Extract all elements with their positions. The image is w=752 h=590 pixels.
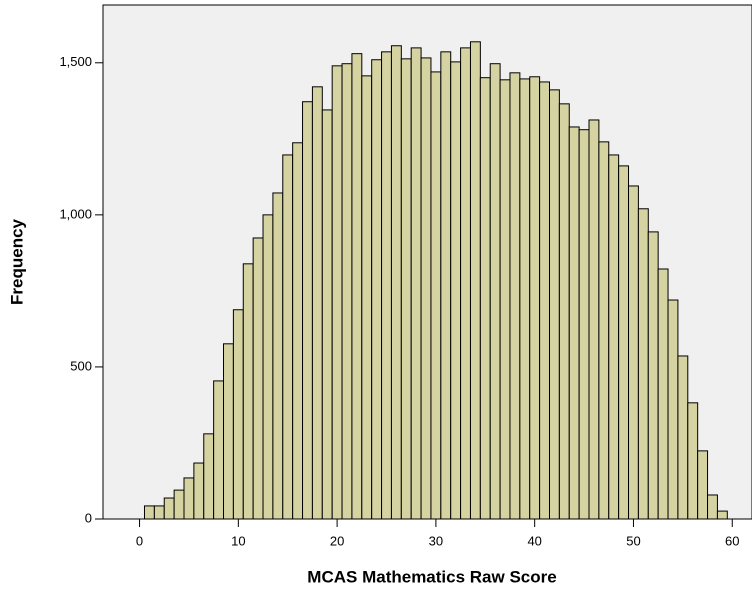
bar xyxy=(548,89,560,520)
x-tick-label: 40 xyxy=(527,533,541,548)
bar xyxy=(213,380,225,520)
bar xyxy=(598,141,610,520)
bar xyxy=(667,299,679,520)
bar xyxy=(390,45,402,520)
bar xyxy=(469,41,481,520)
bar xyxy=(687,402,699,520)
bar xyxy=(529,76,541,520)
bar xyxy=(252,237,264,520)
x-tick-label: 60 xyxy=(725,533,739,548)
bar xyxy=(716,510,728,520)
bar xyxy=(232,309,244,520)
bar xyxy=(302,101,313,520)
bar xyxy=(608,154,620,520)
bar xyxy=(331,65,343,520)
bar xyxy=(311,86,323,520)
bar xyxy=(203,433,215,520)
bar xyxy=(499,79,511,520)
y-tick-label: 500 xyxy=(70,358,92,373)
bar xyxy=(282,154,294,520)
x-tick-label: 50 xyxy=(626,533,640,548)
y-axis-title: Frequency xyxy=(7,218,26,305)
y-tick-label: 1,500 xyxy=(59,54,92,69)
bar xyxy=(193,462,205,520)
bar xyxy=(262,214,274,520)
bar xyxy=(440,51,452,520)
x-tick-label: 30 xyxy=(429,533,443,548)
bar xyxy=(430,71,442,520)
bar xyxy=(321,109,333,520)
bar xyxy=(509,72,521,520)
bar xyxy=(153,505,165,520)
bar xyxy=(361,75,373,520)
x-axis-title: MCAS Mathematics Raw Score xyxy=(307,567,556,586)
bar xyxy=(400,58,412,520)
bar xyxy=(242,263,254,520)
bar xyxy=(558,103,570,520)
bar xyxy=(479,77,491,520)
bar xyxy=(628,185,639,520)
bar xyxy=(647,231,659,520)
bar xyxy=(450,61,462,520)
bar xyxy=(143,505,155,520)
bar xyxy=(183,477,195,520)
bar xyxy=(410,47,422,520)
bar xyxy=(618,165,630,520)
bar xyxy=(163,497,175,520)
x-tick-label: 0 xyxy=(136,533,143,548)
bar xyxy=(371,59,383,520)
bar xyxy=(173,489,185,520)
bar xyxy=(460,47,471,520)
bar xyxy=(292,142,304,520)
bar xyxy=(568,126,580,520)
bar xyxy=(381,51,392,520)
x-tick-label: 10 xyxy=(231,533,245,548)
bar xyxy=(707,494,718,520)
bar xyxy=(420,57,432,520)
bar xyxy=(351,53,363,520)
bar xyxy=(657,268,669,520)
y-tick-label: 1,000 xyxy=(59,206,92,221)
bar xyxy=(272,192,284,520)
bar xyxy=(677,355,689,520)
bar xyxy=(341,63,353,520)
bar xyxy=(588,119,600,520)
bar xyxy=(578,129,590,520)
bar xyxy=(489,63,501,520)
bar xyxy=(519,78,531,520)
x-tick-label: 20 xyxy=(330,533,344,548)
bar xyxy=(637,208,649,520)
bar xyxy=(539,81,550,520)
bar xyxy=(697,450,709,520)
y-tick-label: 0 xyxy=(85,510,92,525)
bar xyxy=(223,343,234,520)
